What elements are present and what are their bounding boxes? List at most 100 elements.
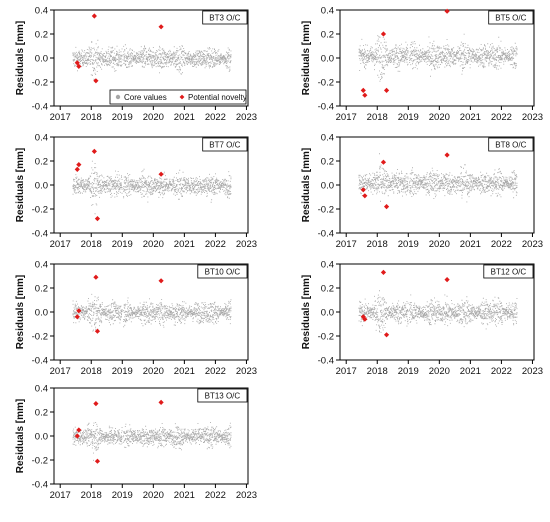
y-tick-label: -0.4 <box>32 101 48 112</box>
novelty-point <box>158 399 164 405</box>
panel-bt7: -0.4 -0.2 0.0 0.2 0.4 2017 2018 2019 2020 2021 202… <box>15 132 257 250</box>
x-tick-label: 2018 <box>81 112 102 123</box>
core-values-series <box>72 422 232 461</box>
panel-title-box <box>202 10 248 25</box>
panel-title: BT8 O/C <box>495 141 526 150</box>
legend-box <box>109 89 247 105</box>
panel-bt13: -0.4 -0.2 0.0 0.2 0.4 2017 2018 2019 2020 2021 202… <box>15 383 257 501</box>
novelty-point <box>360 87 366 93</box>
core-values-cloud <box>72 160 232 215</box>
y-tick-label: 0.0 <box>35 53 48 64</box>
novelty-point <box>74 433 80 439</box>
x-tick-label: 2021 <box>460 366 481 377</box>
panel-bt5: -0.4 -0.2 0.0 0.2 0.4 2017 2018 2019 2020 2021 202… <box>301 5 543 123</box>
x-tick-label: 2018 <box>367 239 388 250</box>
panel-title-box <box>488 137 534 152</box>
novelty-point <box>360 187 366 193</box>
legend-core-label: Core values <box>124 93 167 102</box>
core-values-series <box>72 293 232 332</box>
novelty-point <box>74 166 80 172</box>
x-tick-label: 2022 <box>205 366 226 377</box>
novelty-point <box>380 269 387 275</box>
legend-novelty-label: Potential novelty <box>188 93 247 102</box>
y-tick-label: 0.4 <box>35 132 48 143</box>
panel-title: BT12 O/C <box>491 268 527 277</box>
x-tick-label: 2018 <box>367 112 388 123</box>
novelty-point <box>362 92 368 98</box>
x-tick-label: 2019 <box>398 239 419 250</box>
panel-title: BT5 O/C <box>495 14 526 23</box>
novelty-point <box>444 152 450 158</box>
x-tick-label: 2022 <box>491 366 512 377</box>
y-tick-label: -0.4 <box>318 101 334 112</box>
y-tick-label: 0.2 <box>321 283 334 294</box>
novelty-point <box>93 78 99 84</box>
y-tick-label: 0.4 <box>321 132 334 143</box>
panel-title-box <box>197 264 248 279</box>
panel-title: BT7 O/C <box>209 141 240 150</box>
x-tick-label: 2021 <box>174 239 195 250</box>
x-tick-label: 2020 <box>143 366 164 377</box>
legend-core-marker <box>115 94 121 100</box>
x-tick-label: 2021 <box>174 112 195 123</box>
panel-title: BT13 O/C <box>205 392 241 401</box>
y-tick-label: 0.4 <box>35 383 48 394</box>
x-tick-label: 2018 <box>367 366 388 377</box>
y-axis-label: Residuals [mm] <box>301 275 312 349</box>
y-tick-label: 0.0 <box>35 180 48 191</box>
x-tick-label: 2022 <box>205 239 226 250</box>
panel-title-box <box>483 264 534 279</box>
legend-novelty-marker <box>179 94 185 100</box>
x-tick-label: 2020 <box>143 112 164 123</box>
x-tick-label: 2017 <box>336 366 357 377</box>
panel-title: BT3 O/C <box>209 14 240 23</box>
panel-title-box <box>488 10 534 25</box>
x-tick-label: 2017 <box>336 112 357 123</box>
y-tick-label: 0.2 <box>321 29 334 40</box>
x-tick-label: 2022 <box>491 239 512 250</box>
x-tick-label: 2020 <box>143 239 164 250</box>
novelty-point <box>74 314 80 320</box>
core-values-cloud <box>72 39 232 81</box>
x-tick-label: 2019 <box>112 239 133 250</box>
y-axis-label: Residuals [mm] <box>15 399 26 473</box>
y-tick-label: 0.2 <box>35 29 48 40</box>
x-tick-label: 2022 <box>205 490 226 501</box>
x-tick-label: 2021 <box>174 490 195 501</box>
y-tick-label: 0.4 <box>35 5 48 16</box>
novelty-point <box>76 308 82 314</box>
y-tick-label: 0.0 <box>321 53 334 64</box>
y-tick-label: 0.4 <box>321 5 334 16</box>
novelty-point <box>93 274 99 280</box>
y-tick-label: 0.0 <box>321 180 334 191</box>
x-tick-label: 2023 <box>522 366 543 377</box>
panel-bt3: -0.4 -0.2 0.0 0.2 0.4 2017 2018 2019 2020 2021 202… <box>15 5 257 123</box>
x-tick-label: 2019 <box>112 112 133 123</box>
x-tick-label: 2021 <box>460 239 481 250</box>
y-tick-label: 0.2 <box>35 407 48 418</box>
x-tick-label: 2020 <box>429 239 450 250</box>
core-values-series <box>358 153 518 203</box>
y-tick-label: -0.4 <box>318 228 334 239</box>
novelty-point <box>76 162 82 168</box>
novelty-point <box>158 24 164 30</box>
x-tick-label: 2023 <box>236 366 257 377</box>
y-tick-label: -0.4 <box>318 355 334 366</box>
x-tick-label: 2017 <box>50 366 71 377</box>
panel-title-box <box>197 388 248 403</box>
x-tick-label: 2020 <box>429 112 450 123</box>
novelty-point <box>362 193 368 199</box>
x-tick-label: 2019 <box>398 112 419 123</box>
y-tick-label: -0.2 <box>318 77 334 88</box>
novelty-point <box>380 31 387 37</box>
novelty-point <box>94 216 101 222</box>
y-tick-label: 0.0 <box>321 307 334 318</box>
core-values-series <box>358 33 518 82</box>
x-tick-label: 2021 <box>174 366 195 377</box>
core-values-series <box>72 160 232 215</box>
novelty-point <box>94 328 101 334</box>
novelty-point <box>158 171 164 177</box>
x-tick-label: 2019 <box>112 366 133 377</box>
novelty-point <box>383 204 390 210</box>
